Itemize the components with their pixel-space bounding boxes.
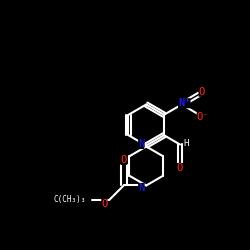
Text: H: H	[184, 139, 189, 148]
Text: O: O	[101, 198, 107, 208]
Text: O: O	[177, 163, 183, 173]
Text: O: O	[120, 155, 127, 165]
Text: N⁺: N⁺	[178, 98, 190, 108]
Text: C(CH₃)₃: C(CH₃)₃	[53, 195, 86, 204]
Text: O⁻: O⁻	[197, 112, 209, 122]
Text: O: O	[198, 87, 205, 97]
Text: N: N	[138, 139, 144, 149]
Text: N: N	[138, 183, 144, 193]
